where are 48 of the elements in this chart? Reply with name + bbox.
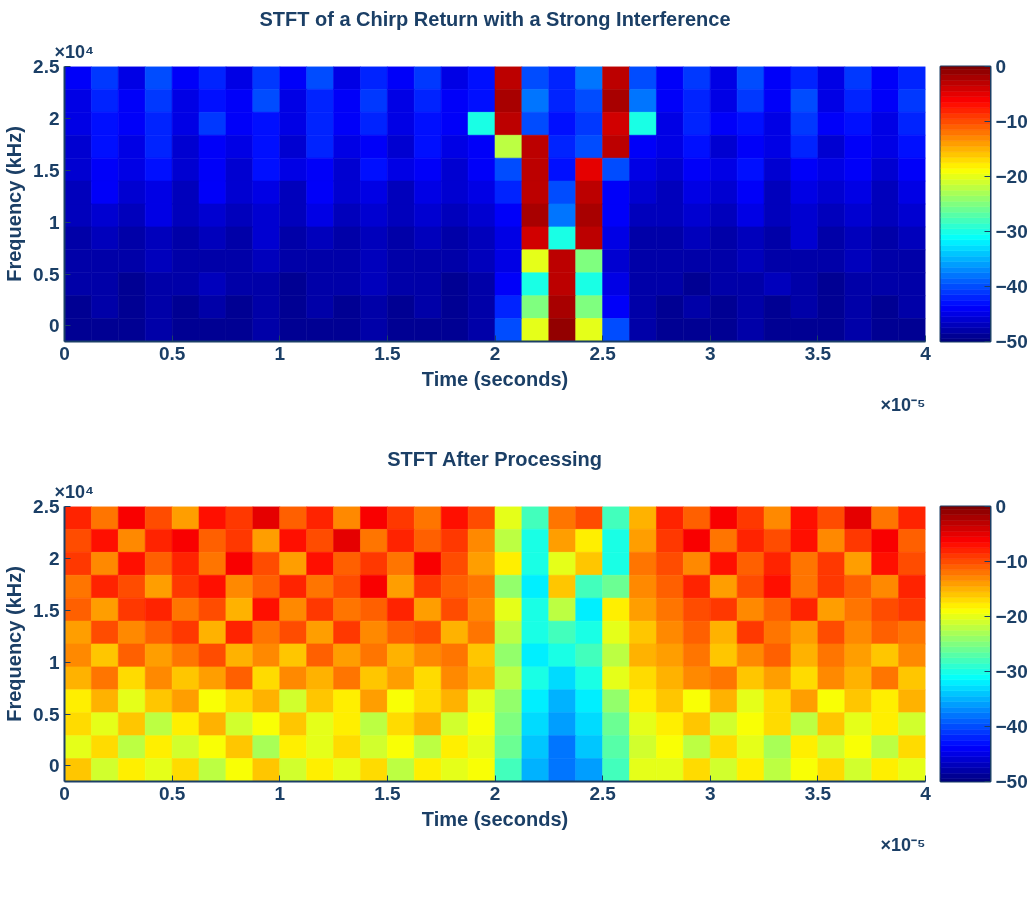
- color-bar-label: −20: [995, 606, 1028, 627]
- x-tick-label: 2.5: [589, 342, 617, 364]
- y-tick-label: 2.5: [33, 496, 60, 517]
- color-bar-label: −50: [995, 331, 1028, 352]
- x-tick-label: 1: [274, 782, 286, 804]
- chart-title: STFT of a Chirp Return with a Strong Interference: [259, 7, 731, 30]
- x-tick-label: 1.5: [374, 342, 402, 364]
- y-tick-label: 2: [48, 547, 60, 569]
- y-tick-label: 1.5: [33, 159, 60, 181]
- x-tick-label: 2.5: [589, 782, 617, 804]
- color-bar-label: −30: [995, 221, 1028, 242]
- y-tick-label: 1: [48, 651, 60, 673]
- x-tick-label: 3: [704, 782, 716, 804]
- color-bar-label: −20: [995, 166, 1028, 187]
- x-axis-title: Time (seconds): [421, 807, 569, 830]
- y-axis-title: Frequency (kHz): [3, 126, 26, 282]
- x-tick-label: 2: [489, 342, 501, 364]
- x-tick-label: 0.5: [158, 782, 186, 804]
- color-bar-label: −30: [995, 661, 1028, 682]
- y-tick-label: 1.5: [33, 599, 60, 621]
- y-tick-label: 0: [48, 755, 60, 777]
- x-axis-title: Time (seconds): [421, 367, 569, 390]
- x-tick-label: 1: [274, 342, 286, 364]
- color-bar-label: −10: [995, 551, 1028, 572]
- x-tick-label: 4: [920, 782, 932, 804]
- x-tick-label: 1.5: [374, 782, 402, 804]
- x-tick-label: 4: [920, 342, 932, 364]
- y-tick-label: 0: [48, 315, 60, 337]
- color-bar-label: −40: [995, 716, 1028, 737]
- text: ×10⁻⁵: [880, 394, 926, 415]
- y-tick-label: 2: [48, 107, 60, 129]
- y-tick-label: 2.5: [33, 56, 60, 77]
- y-tick-label: 1: [48, 211, 60, 233]
- x-tick-label: 3: [704, 342, 716, 364]
- color-bar-label: −40: [995, 276, 1028, 297]
- y-tick-label: 0.5: [33, 263, 60, 285]
- x-tick-label: 0.5: [158, 342, 186, 364]
- x-tick-label: 3.5: [804, 342, 832, 364]
- color-bar-label: 0: [995, 496, 1007, 517]
- color-bar-label: −10: [995, 111, 1028, 132]
- chart-title: STFT After Processing: [387, 447, 603, 470]
- y-axis-title: Frequency (kHz): [3, 566, 26, 722]
- color-bar-label: 0: [995, 56, 1007, 77]
- x-tick-label: 3.5: [804, 782, 832, 804]
- x-tick-label: 2: [489, 782, 501, 804]
- text: ×10⁻⁵: [880, 834, 926, 855]
- color-bar-label: −50: [995, 771, 1028, 792]
- y-tick-label: 0.5: [33, 703, 60, 725]
